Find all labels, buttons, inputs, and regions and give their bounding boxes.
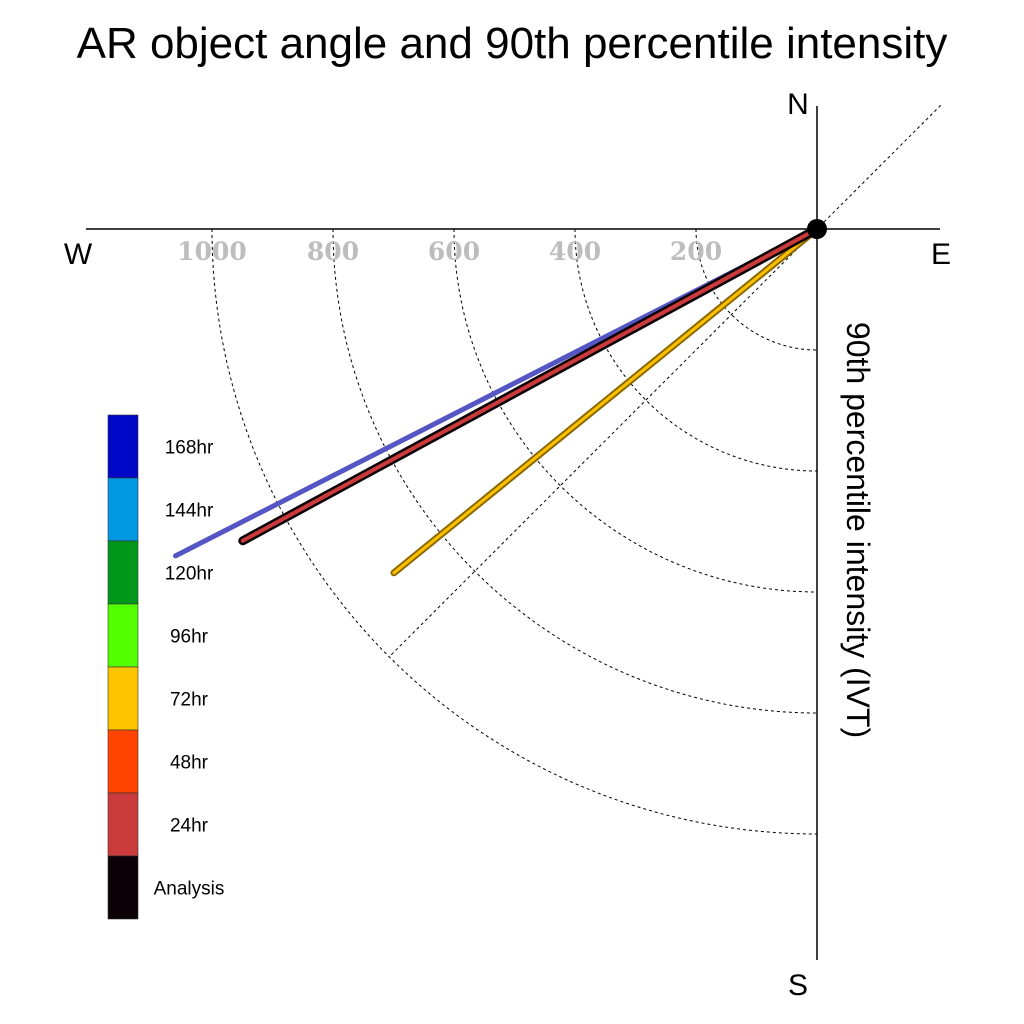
legend: 168hr 144hr 120hr 96hr 72hr 48hr 24hr Analysis [107,414,225,920]
legend-swatch-96hr [107,603,139,668]
legend-label-96hr: 96hr [170,627,209,648]
ring-label-600: 600 [428,237,480,266]
legend-label-120hr: 120hr [165,564,214,585]
compass-east: E [931,238,951,271]
grid-arc-800 [332,228,818,714]
ring-label-400: 400 [549,237,601,266]
ring-label-800: 800 [307,237,359,266]
vectors-layer [173,224,822,577]
grid-arc-200 [695,228,818,351]
legend-swatch-48hr [107,729,139,794]
diagonal-reference-line [388,104,942,658]
legend-label-168hr: 168hr [165,438,214,459]
grid-layer [211,104,942,835]
radial-axis-title: 90th percentile intensity (IVT) [840,322,876,738]
vector-72hr [392,227,819,575]
legend-swatch-120hr [107,540,139,605]
legend-swatch-168hr [107,414,139,479]
legend-label-48hr: 48hr [170,753,209,774]
legend-swatch-72hr [107,666,139,731]
legend-label-24hr: 24hr [170,816,209,837]
vector-24hr [240,227,819,543]
legend-swatch-144hr [107,477,139,542]
ring-label-1000: 1000 [177,237,247,266]
legend-swatch-24hr [107,792,139,857]
compass-south: S [788,969,808,1002]
grid-arc-1000 [211,228,818,835]
ring-labels-layer: 200 400 600 800 1000 [177,237,722,266]
legend-swatch-analysis [107,855,139,920]
grid-arc-600 [453,228,818,593]
ring-label-200: 200 [670,237,722,266]
chart-title: AR object angle and 90th percentile inte… [77,19,948,68]
compass-west: W [64,238,93,271]
legend-label-72hr: 72hr [170,690,209,711]
grid-arc-400 [574,228,818,472]
axes-layer [86,106,940,960]
compass-north: N [787,88,809,121]
legend-label-144hr: 144hr [165,501,214,522]
legend-label-analysis: Analysis [154,879,225,900]
origin-dot [807,219,827,239]
